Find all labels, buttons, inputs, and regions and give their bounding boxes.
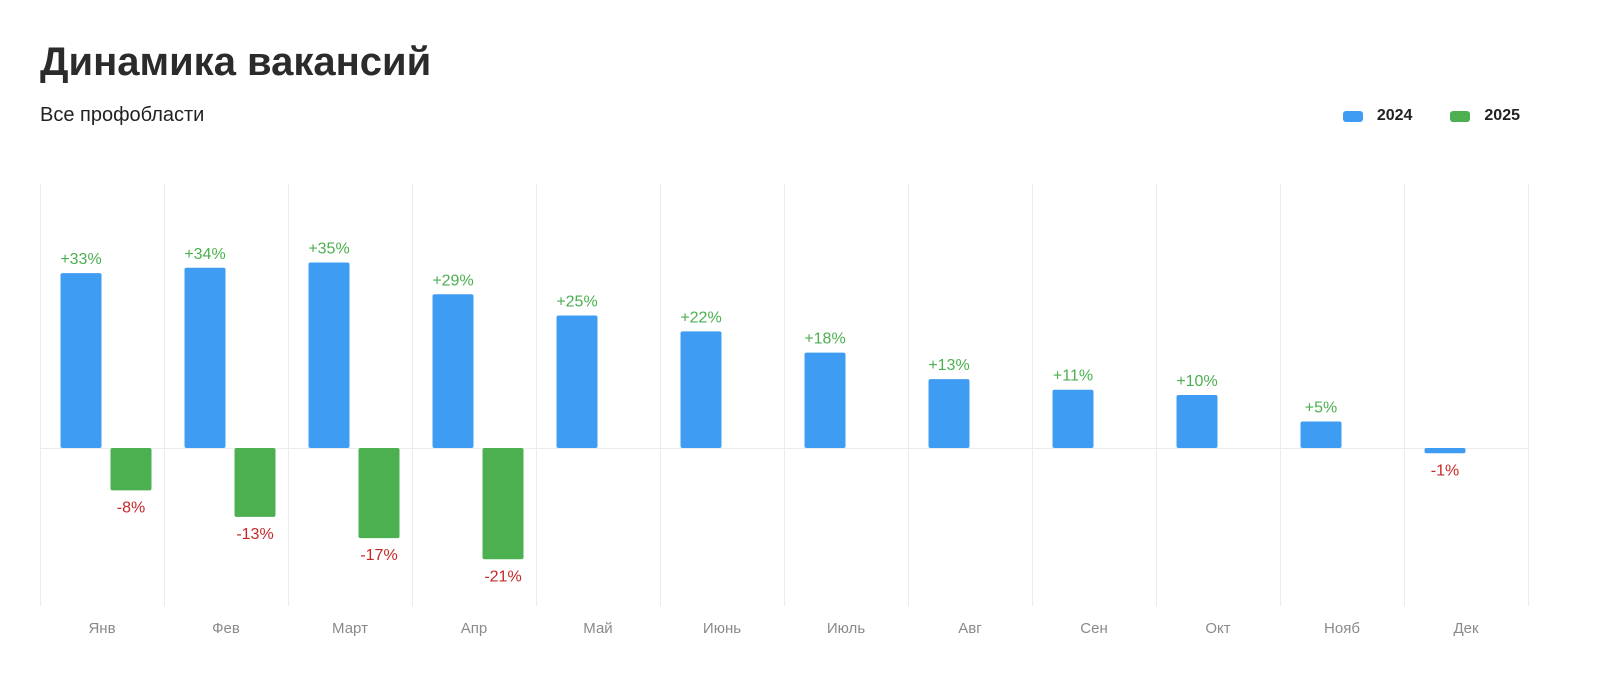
x-tick-label: Май: [583, 620, 612, 637]
legend-label-2025: 2025: [1484, 107, 1520, 124]
bar-2024-8: [928, 379, 970, 448]
data-label-2024-8: +13%: [928, 357, 969, 374]
data-label-2024-4: +29%: [432, 272, 473, 289]
x-tick-label: Янв: [88, 620, 115, 637]
x-tick-label: Июль: [827, 620, 865, 637]
bar-2025-2: [234, 448, 276, 517]
x-tick-label: Дек: [1453, 620, 1479, 637]
x-tick-label: Сен: [1080, 620, 1107, 637]
data-label-2024-2: +34%: [184, 246, 225, 263]
data-label-2024-6: +22%: [680, 309, 721, 326]
bar-2024-6: [680, 331, 722, 448]
data-label-2024-3: +35%: [308, 241, 349, 258]
data-label-2025-4: -21%: [484, 568, 521, 585]
x-tick-label: Июнь: [703, 620, 741, 637]
legend-swatch-2024: [1342, 110, 1363, 122]
chart-subtitle: Все профобласти: [40, 104, 205, 126]
bar-2024-9: [1052, 389, 1094, 448]
bar-2024-5: [556, 315, 598, 448]
x-tick-label: Апр: [461, 620, 487, 637]
data-label-2024-5: +25%: [556, 294, 597, 311]
legend-label-2024: 2024: [1376, 107, 1413, 124]
bar-2024-2: [184, 267, 226, 448]
legend-swatch-2025: [1450, 110, 1471, 122]
x-tick-label: Окт: [1205, 620, 1230, 637]
x-tick-label: Март: [332, 620, 368, 637]
data-label-2024-12: -1%: [1431, 462, 1459, 479]
bar-2024-7: [804, 352, 846, 448]
bar-2024-10: [1176, 395, 1218, 448]
data-label-2024-1: +33%: [60, 251, 101, 268]
data-label-2024-10: +10%: [1176, 373, 1217, 390]
data-label-2024-11: +5%: [1305, 400, 1337, 417]
bar-2025-4: [482, 448, 524, 560]
chart-legend: 2024 2025: [1342, 107, 1520, 125]
data-label-2025-2: -13%: [236, 526, 273, 543]
chart-title: Динамика вакансий: [40, 40, 432, 84]
data-label-2025-3: -17%: [360, 547, 397, 564]
bar-2024-1: [60, 273, 102, 448]
legend-item-2025: 2025: [1450, 107, 1520, 125]
bar-2024-4: [432, 294, 474, 448]
data-label-2024-7: +18%: [804, 331, 845, 348]
bar-2025-3: [358, 448, 400, 539]
x-tick-label: Нояб: [1324, 620, 1360, 637]
bar-2024-12: [1424, 448, 1466, 454]
bar-2024-3: [308, 262, 350, 448]
bar-2024-11: [1300, 421, 1342, 448]
data-label-2025-1: -8%: [117, 499, 145, 516]
legend-item-2024: 2024: [1342, 107, 1413, 125]
bar-2025-1: [110, 448, 152, 491]
x-tick-label: Фев: [212, 620, 240, 637]
x-tick-label: Авг: [958, 620, 982, 637]
data-label-2024-9: +11%: [1053, 368, 1093, 385]
